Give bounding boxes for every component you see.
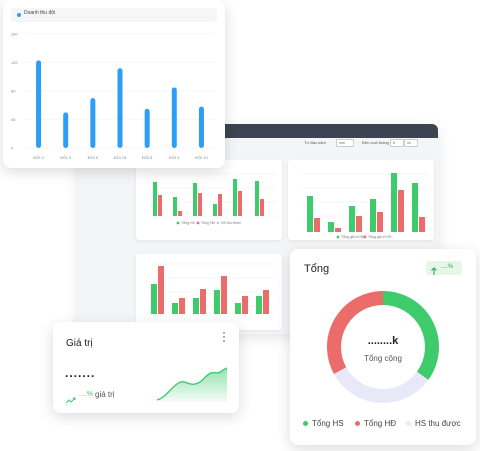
value-amount: .......: [65, 366, 96, 380]
legend-dot-total-hd: [355, 421, 360, 426]
y-tick-label: 40: [11, 117, 16, 122]
legend-dot-hs-received: [406, 421, 411, 426]
value-sparkline: [157, 367, 228, 402]
legend-dot-total-hs: [303, 421, 308, 426]
team-chart-1: Tổng HS Tổng HĐ HS thu được: [150, 173, 276, 225]
donut-slice-total-hd[interactable]: [327, 291, 384, 374]
total-badge: ....%: [426, 261, 462, 275]
x-tick-label: ĐỘI 8: [142, 155, 153, 160]
filter-to-select-b[interactable]: nn: [404, 139, 418, 147]
arrow-up-icon: [430, 263, 438, 275]
panel1-legend-3: HS thu được: [221, 221, 241, 225]
team-revenue-card: Doanh thu đội 160 120 80 40 0 ĐỘI 2 ĐỘI 3 ĐỘI 5…: [3, 0, 225, 168]
revenue-bar[interactable]: [36, 60, 42, 148]
trend-percent: ....%: [79, 391, 94, 398]
revenue-bar[interactable]: [117, 68, 123, 148]
legend-bar: Doanh thu đội: [11, 8, 217, 22]
x-tick-label: ĐỘI 5: [88, 155, 99, 160]
x-tick-label: ĐỘI 3: [60, 155, 71, 160]
donut-center-label: Tổng cộng: [364, 354, 402, 363]
y-tick-label: 160: [11, 32, 18, 37]
legend-dot: [17, 13, 21, 17]
badge-percent: ....%: [441, 264, 454, 270]
trend-label: giá trị: [95, 390, 115, 399]
panel2-legend-2: Tổng giá trị HS: [368, 235, 392, 239]
revenue-bar[interactable]: [144, 108, 150, 148]
donut-slice-total-hs[interactable]: [382, 291, 439, 380]
y-tick-label: 0: [11, 146, 14, 151]
x-tick-label: ĐỘI 2: [33, 155, 44, 160]
more-vertical-icon[interactable]: [221, 330, 227, 344]
dashboard-window: Từ đầu năm mm Đến cuối tháng tt nn Tổng …: [78, 124, 438, 334]
donut-center-value: ........k: [367, 335, 399, 347]
revenue-bar[interactable]: [90, 98, 96, 148]
total-card: Tổng ....% ........k Tổng cộng Tổng HS T…: [290, 249, 476, 445]
y-tick-label: 80: [11, 89, 16, 94]
team-chart-panel-2: Tổng giá trị HĐ Tổng giá trị HS: [288, 160, 434, 240]
revenue-bar[interactable]: [198, 106, 204, 148]
panel1-legend-1: Tổng HS: [181, 221, 195, 225]
value-card: Giá trị ....... ....% giá trị: [53, 322, 239, 413]
trend-up-icon: [65, 391, 77, 404]
legend-label-hs-received: HS thu được: [415, 419, 461, 428]
revenue-bar[interactable]: [171, 87, 177, 148]
total-card-title: Tổng: [304, 263, 330, 275]
team-chart-2: Tổng giá trị HĐ Tổng giá trị HS: [302, 173, 428, 239]
team-chart-3: [150, 263, 276, 314]
legend-label-total-hs: Tổng HS: [312, 419, 344, 428]
legend-label-total-hd: Tổng HĐ: [364, 419, 397, 428]
x-tick-label: ĐỘI 9: [169, 155, 180, 160]
team-chart-panel-3: [136, 254, 282, 330]
value-card-title: Giá trị: [66, 338, 93, 349]
filter-from-select[interactable]: mm: [336, 139, 354, 147]
filter-to-label: Đến cuối tháng: [362, 140, 389, 145]
panel2-legend-1: Tổng giá trị HĐ: [341, 235, 365, 239]
team-revenue-chart: 160 120 80 40 0 ĐỘI 2 ĐỘI 3 ĐỘI 5 ĐỘI 15 ĐỘI 8 ĐỘI…: [11, 32, 215, 160]
filter-to-select-a[interactable]: tt: [390, 139, 404, 147]
panel1-legend-2: Tổng HĐ: [201, 221, 215, 225]
donut-slice-hs-received[interactable]: [333, 366, 429, 403]
x-tick-label: ĐỘI 10: [195, 155, 208, 160]
legend-label: Doanh thu đội: [24, 10, 56, 16]
y-tick-label: 120: [11, 60, 18, 65]
total-donut-chart: [327, 291, 439, 403]
x-tick-label: ĐỘI 15: [114, 155, 127, 160]
filter-from-label: Từ đầu năm: [304, 140, 326, 145]
revenue-bar[interactable]: [63, 112, 69, 148]
team-chart-panel-1: Tổng HS Tổng HĐ HS thu được: [136, 160, 282, 240]
